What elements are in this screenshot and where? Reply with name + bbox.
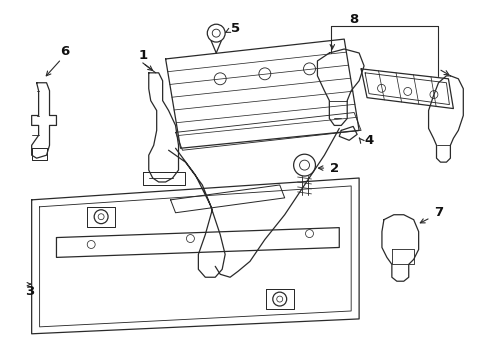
Text: 1: 1 [138,49,147,63]
Text: 4: 4 [365,134,374,147]
Text: 3: 3 [25,285,34,298]
Text: 7: 7 [434,206,443,219]
Text: 5: 5 [230,22,240,35]
Text: 2: 2 [330,162,339,175]
Text: 6: 6 [60,45,69,58]
Text: 8: 8 [349,13,359,26]
